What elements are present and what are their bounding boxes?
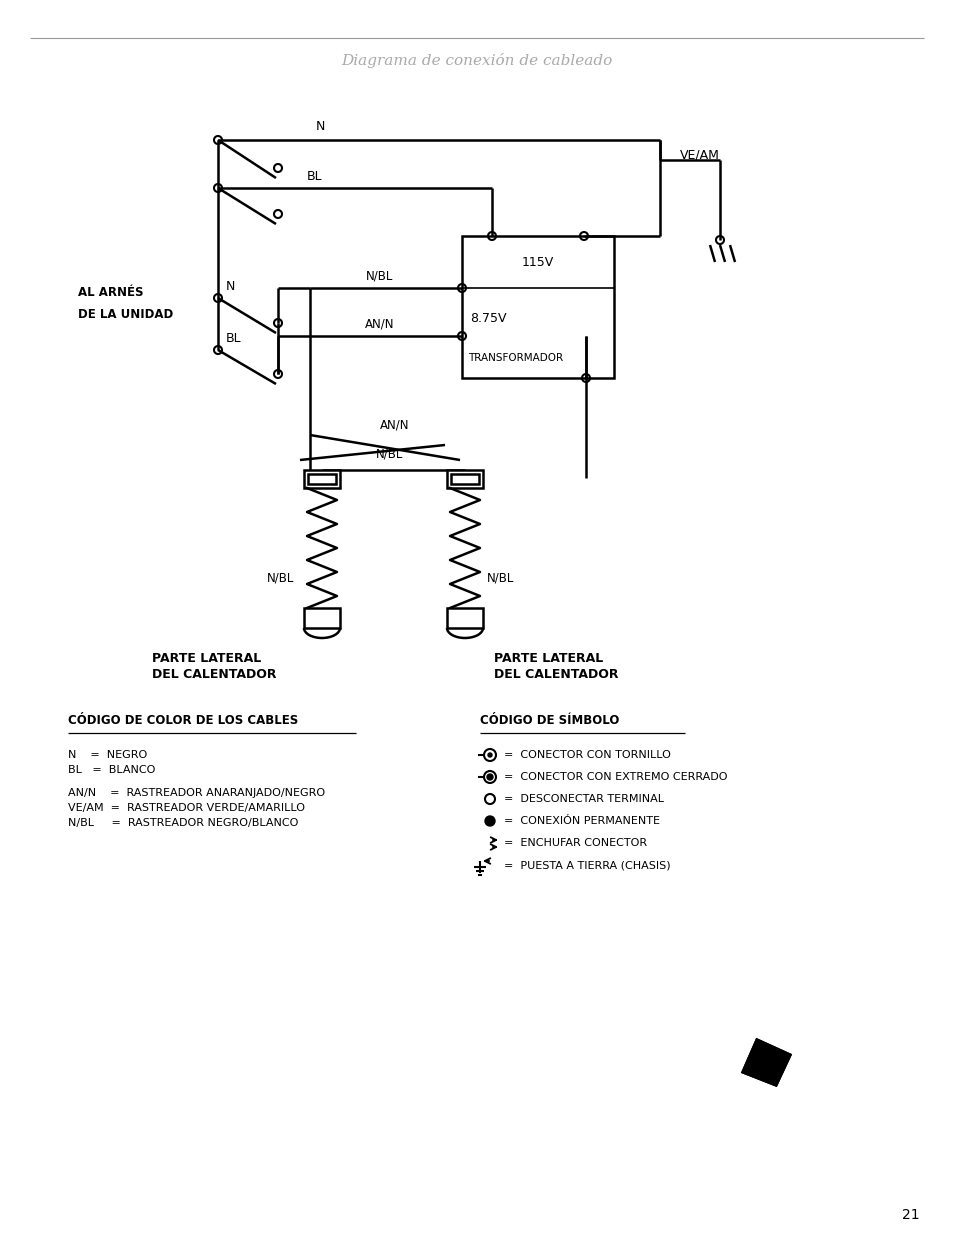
Text: AN/N    =  RASTREADOR ANARANJADO/NEGRO: AN/N = RASTREADOR ANARANJADO/NEGRO [68,788,325,798]
Circle shape [488,753,492,757]
Text: N/BL: N/BL [366,269,394,283]
Text: 21: 21 [902,1208,919,1221]
Text: =  DESCONECTAR TERMINAL: = DESCONECTAR TERMINAL [503,794,663,804]
Text: AL ARNÉS: AL ARNÉS [78,287,143,300]
Text: VE/AM  =  RASTREADOR VERDE/AMARILLO: VE/AM = RASTREADOR VERDE/AMARILLO [68,803,305,813]
Bar [304,608,339,629]
Text: N    =  NEGRO: N = NEGRO [68,750,147,760]
Text: =  ENCHUFAR CONECTOR: = ENCHUFAR CONECTOR [503,839,646,848]
Text: N: N [315,120,324,132]
Text: AN/N: AN/N [380,419,410,431]
Text: DE LA UNIDAD: DE LA UNIDAD [78,308,173,321]
Bar [447,608,482,629]
Text: =  PUESTA A TIERRA (CHASIS): = PUESTA A TIERRA (CHASIS) [503,860,670,869]
Text: BL: BL [226,331,241,345]
Text: =  CONECTOR CON EXTREMO CERRADO: = CONECTOR CON EXTREMO CERRADO [503,772,727,782]
Text: N/BL     =  RASTREADOR NEGRO/BLANCO: N/BL = RASTREADOR NEGRO/BLANCO [68,818,298,827]
Text: 115V: 115V [521,256,554,268]
Circle shape [486,774,493,781]
Text: N/BL: N/BL [375,447,403,461]
Circle shape [484,816,495,826]
Text: CÓDIGO DE SÍMBOLO: CÓDIGO DE SÍMBOLO [479,714,618,726]
Bar [304,471,339,488]
Text: DEL CALENTADOR: DEL CALENTADOR [494,668,618,682]
Text: CÓDIGO DE COLOR DE LOS CABLES: CÓDIGO DE COLOR DE LOS CABLES [68,714,298,726]
Text: N: N [226,279,235,293]
Text: PARTE LATERAL: PARTE LATERAL [494,652,602,664]
Text: =  CONECTOR CON TORNILLO: = CONECTOR CON TORNILLO [503,750,670,760]
Text: AN/N: AN/N [365,317,395,331]
Text: BL   =  BLANCO: BL = BLANCO [68,764,155,776]
Text: BL: BL [307,169,322,183]
Text: N/BL: N/BL [486,572,514,584]
Text: =  CONEXIÓN PERMANENTE: = CONEXIÓN PERMANENTE [503,816,659,826]
Bar [447,471,482,488]
Bar [308,474,335,484]
Polygon shape [742,1040,789,1086]
Text: TRANSFORMADOR: TRANSFORMADOR [468,353,562,363]
Text: DEL CALENTADOR: DEL CALENTADOR [152,668,276,682]
Text: Diagrama de conexión de cableado: Diagrama de conexión de cableado [341,53,612,68]
Text: PARTE LATERAL: PARTE LATERAL [152,652,261,664]
Bar [451,474,478,484]
Text: N/BL: N/BL [267,572,294,584]
Text: VE/AM: VE/AM [679,148,720,162]
Text: 8.75V: 8.75V [470,311,506,325]
Bar [461,236,614,378]
